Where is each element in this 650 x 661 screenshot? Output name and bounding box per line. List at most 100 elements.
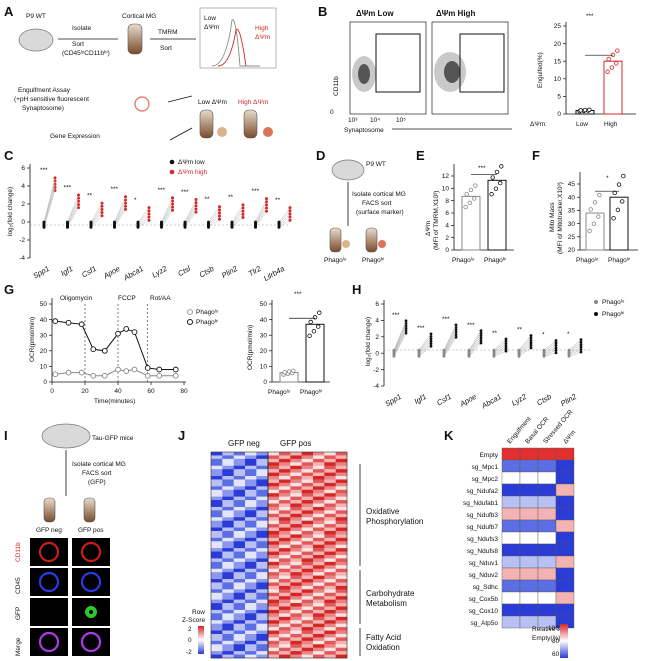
heatmap-cell bbox=[267, 582, 280, 587]
heatmap-cell bbox=[267, 524, 280, 528]
heatmap-cell bbox=[245, 609, 257, 614]
data-point bbox=[529, 339, 533, 342]
heatmap-cell bbox=[211, 585, 223, 590]
heatmap-cell bbox=[222, 530, 234, 535]
bar-chart-g: 0 10 20 30 40 50 bbox=[260, 301, 325, 386]
pair-line bbox=[278, 216, 291, 227]
heatmap-cell bbox=[324, 613, 336, 618]
legend-tick: 0 bbox=[188, 637, 192, 644]
heatmap-cell bbox=[245, 472, 257, 477]
heatmap-cell bbox=[256, 599, 268, 604]
heatmap-cell bbox=[501, 543, 521, 557]
heatmap-cell bbox=[267, 551, 280, 556]
heatmap-cell bbox=[555, 555, 575, 569]
heatmap-cell bbox=[267, 493, 280, 497]
gene-label: Apoe bbox=[101, 264, 122, 281]
data-point bbox=[144, 372, 151, 379]
data-point bbox=[194, 207, 198, 211]
heatmap-cell bbox=[233, 476, 246, 480]
y-tick-label: 0 bbox=[375, 350, 379, 357]
data-point bbox=[606, 56, 611, 62]
heatmap-cell bbox=[301, 561, 314, 566]
heatmap-cell bbox=[233, 596, 246, 600]
heatmap-cell bbox=[211, 568, 223, 573]
heatmap-cell bbox=[335, 606, 348, 611]
mouse-icon bbox=[41, 423, 91, 449]
heatmap-cell bbox=[245, 458, 257, 463]
heatmap-cell bbox=[233, 458, 246, 463]
data-point bbox=[218, 211, 221, 215]
data-point bbox=[89, 220, 93, 224]
pair-line bbox=[90, 209, 103, 225]
pair-line bbox=[255, 201, 267, 224]
isolate-label: Isolate bbox=[72, 25, 92, 32]
heatmap-cell bbox=[245, 579, 257, 583]
pair-line bbox=[493, 348, 507, 356]
heatmap-cell bbox=[501, 591, 521, 605]
pair-line bbox=[393, 328, 407, 354]
heatmap-cell bbox=[267, 482, 280, 487]
data-point bbox=[479, 341, 483, 345]
x-tick-label: 20 bbox=[81, 388, 89, 395]
heatmap-cell bbox=[501, 471, 521, 485]
heatmap-cell bbox=[211, 579, 223, 583]
flow-tick: 0 bbox=[330, 109, 334, 116]
gfp-neg-label: GFP neg bbox=[36, 527, 62, 534]
heatmap-cell bbox=[324, 627, 336, 631]
heatmap-cell bbox=[324, 575, 336, 580]
heatmap-cell bbox=[256, 589, 268, 594]
heatmap-cell bbox=[313, 513, 325, 518]
data-point bbox=[66, 220, 69, 224]
heatmap-cell bbox=[313, 637, 325, 642]
y-tick-label: 6 bbox=[445, 210, 449, 217]
pair-line bbox=[543, 352, 557, 357]
heatmap-cell bbox=[256, 496, 268, 501]
heatmap-cell bbox=[555, 579, 575, 593]
bar-ylabel: Engulfed(%) bbox=[537, 52, 544, 88]
heatmap-cell bbox=[267, 585, 280, 590]
y-tick-label: 30 bbox=[40, 332, 48, 339]
heatmap-cell bbox=[211, 530, 223, 535]
gene-label: Lyz2 bbox=[510, 392, 529, 408]
heatmap-cell bbox=[301, 647, 314, 652]
heatmap-cell bbox=[313, 503, 325, 508]
heatmap-cell bbox=[245, 530, 257, 535]
pair-line bbox=[543, 340, 557, 351]
pair-line bbox=[418, 346, 432, 357]
data-point bbox=[463, 204, 468, 210]
heatmap-cell bbox=[313, 493, 325, 497]
data-point bbox=[124, 198, 127, 202]
pair-line bbox=[518, 340, 532, 353]
heatmap-cell bbox=[290, 630, 302, 635]
heatmap-cell bbox=[211, 592, 223, 597]
data-point bbox=[156, 372, 163, 379]
heatmap-cell bbox=[233, 647, 246, 652]
col-gfp-neg: GFP neg bbox=[228, 439, 260, 448]
heatmap-cell bbox=[301, 575, 314, 580]
heatmap-cell bbox=[267, 472, 280, 477]
heatmap-cell bbox=[519, 519, 539, 533]
data-point bbox=[429, 334, 433, 338]
data-point bbox=[265, 197, 268, 201]
heatmap-cell bbox=[279, 462, 291, 467]
heatmap-cell bbox=[245, 589, 257, 594]
pair-line bbox=[43, 180, 56, 224]
heatmap-cell bbox=[279, 458, 291, 463]
heatmap-cell bbox=[233, 579, 246, 583]
heatmap-cell bbox=[256, 506, 268, 511]
legend-lo: Phagoˡᵒ bbox=[602, 299, 625, 306]
data-point bbox=[288, 212, 292, 216]
heatmap-cell bbox=[256, 568, 268, 573]
heatmap-cell bbox=[324, 561, 336, 566]
heatmap-cell bbox=[267, 654, 280, 659]
heatmap-cell bbox=[301, 592, 314, 597]
heatmap-cell bbox=[267, 575, 280, 580]
heatmap-cell bbox=[233, 530, 246, 535]
data-point bbox=[218, 217, 221, 221]
heatmap-cell bbox=[233, 452, 246, 456]
data-point bbox=[230, 220, 234, 224]
heatmap-cell bbox=[324, 555, 336, 559]
histogram-curve bbox=[211, 19, 260, 67]
data-point bbox=[582, 107, 588, 113]
significance-marker: *** bbox=[64, 184, 72, 191]
